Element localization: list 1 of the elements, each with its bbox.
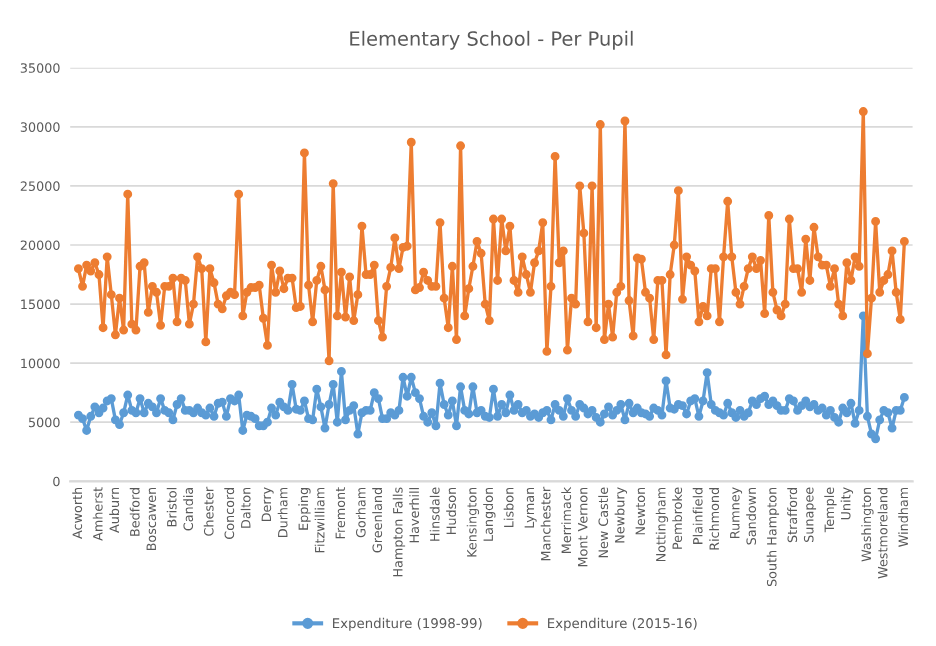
chart-title: Elementary School - Per Pupil xyxy=(350,30,633,50)
